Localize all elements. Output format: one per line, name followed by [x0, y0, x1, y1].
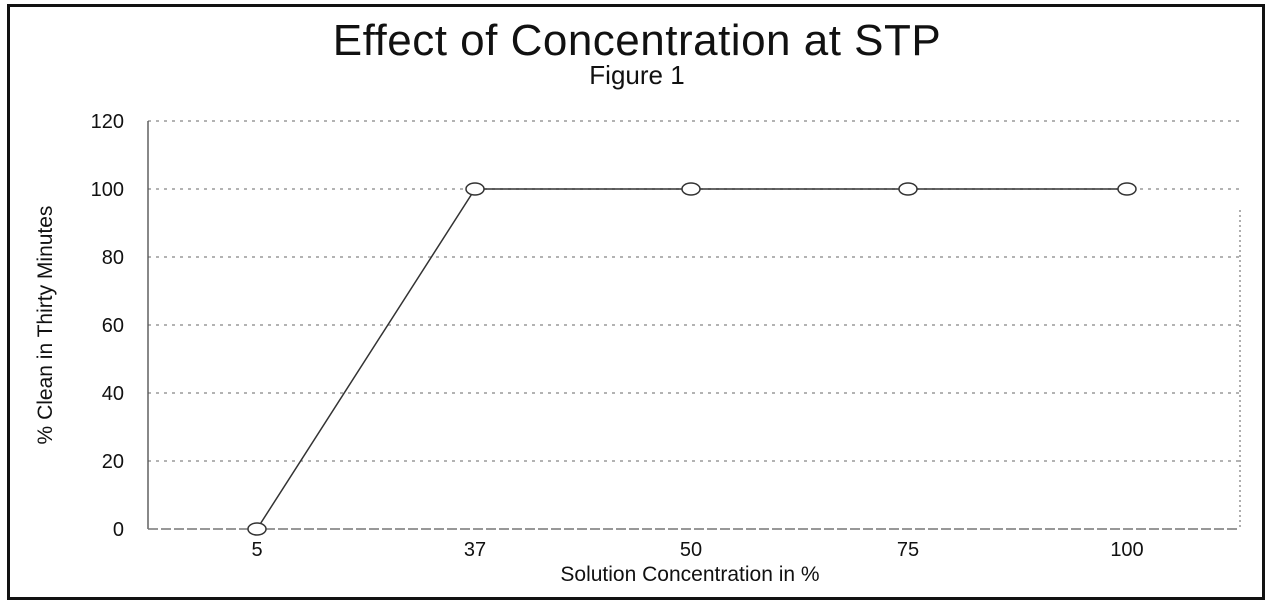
series-line — [256, 188, 1127, 530]
x-axis-label: Solution Concentration in % — [560, 563, 819, 586]
data-point-75 — [898, 182, 918, 196]
y-tick-label-100: 100 — [91, 179, 124, 201]
series-group — [247, 182, 1137, 536]
y-tick-label-0: 0 — [113, 519, 124, 541]
y-tick-label-40: 40 — [102, 383, 124, 405]
y-tick-label-20: 20 — [102, 451, 124, 473]
x-tick-labels: 5 37 50 75 100 — [251, 539, 1143, 561]
x-tick-label-50: 50 — [680, 539, 702, 561]
y-tick-label-60: 60 — [102, 315, 124, 337]
x-tick-label-100: 100 — [1110, 539, 1143, 561]
y-tick-label-80: 80 — [102, 247, 124, 269]
x-tick-label-75: 75 — [897, 539, 919, 561]
x-tick-label-5: 5 — [251, 539, 262, 561]
y-tick-label-120: 120 — [91, 111, 124, 133]
chart-title: Effect of Concentration at STP — [332, 16, 942, 65]
axes — [147, 121, 1241, 530]
chart-frame — [7, 4, 1265, 600]
x-tick-label-37: 37 — [464, 539, 486, 561]
y-tick-labels: 0 20 40 60 80 100 120 — [91, 111, 124, 541]
data-point-50 — [681, 182, 701, 196]
y-axis-label: % Clean in Thirty Minutes — [34, 206, 57, 445]
data-point-37 — [465, 182, 485, 196]
data-point-100 — [1117, 182, 1137, 196]
chart-subtitle: Figure 1 — [589, 60, 685, 90]
data-point-5 — [247, 522, 267, 536]
grid-lines — [148, 120, 1240, 462]
